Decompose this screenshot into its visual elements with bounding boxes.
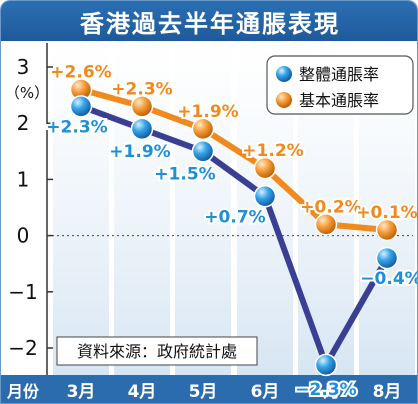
overall-inflation-point — [191, 140, 215, 163]
x-tick-label: 7月 — [312, 382, 341, 402]
overall-inflation-point — [375, 246, 399, 270]
title-bar: 香港過去半年通脹表現 — [1, 1, 417, 41]
y-tick-label: 2 — [17, 111, 30, 135]
legend-core-inflation-marker — [276, 92, 292, 108]
y-tick-label: 1 — [17, 167, 30, 191]
overall-inflation-label: +1.9% — [109, 142, 170, 162]
y-axis-label: （%） — [5, 84, 49, 102]
legend-core-inflation-text: 基本通脹率 — [299, 91, 379, 110]
y-tick-label: 3 — [17, 55, 30, 79]
core-inflation-label: +2.3% — [111, 79, 172, 99]
x-tick-label: 6月 — [251, 382, 280, 402]
core-inflation-point — [314, 213, 338, 236]
core-inflation-label: +0.1% — [356, 203, 417, 223]
overall-inflation-point — [314, 353, 338, 377]
core-inflation-point — [253, 156, 277, 180]
x-tick-label: 5月 — [189, 382, 218, 402]
core-inflation-point — [130, 95, 154, 118]
source-box — [56, 336, 258, 366]
x-axis-label: 月份 — [6, 382, 40, 401]
core-inflation-label: +2.6% — [50, 62, 111, 82]
x-tick-label: 4月 — [128, 382, 157, 402]
x-tick-label: 3月 — [67, 382, 96, 402]
y-tick-label: 0 — [17, 224, 30, 248]
core-inflation-label: +1.2% — [242, 141, 303, 161]
source-note: 資料來源：政府統計處 — [77, 342, 237, 361]
overall-inflation-point — [130, 117, 154, 141]
overall-inflation-label: +0.7% — [204, 207, 265, 227]
chart-title: 香港過去半年通脹表現 — [80, 9, 340, 38]
y-tick-label: −2 — [8, 336, 37, 360]
overall-inflation-point — [69, 95, 93, 118]
month-strip — [1, 375, 417, 403]
core-inflation-label: +0.2% — [300, 197, 361, 217]
legend-overall-inflation-marker — [276, 66, 292, 82]
y-tick-label: −1 — [8, 280, 37, 304]
legend-overall-inflation-text: 整體通脹率 — [299, 65, 379, 84]
overall-inflation-point — [253, 185, 277, 208]
column-stripe — [175, 43, 231, 375]
core-inflation-point — [375, 218, 399, 242]
core-inflation-point — [191, 117, 215, 141]
overall-inflation-label: −0.4% — [360, 269, 418, 289]
overall-inflation-label: +1.5% — [154, 164, 215, 184]
overall-inflation-label: +2.3% — [46, 117, 107, 137]
legend-box — [266, 55, 414, 115]
x-tick-label: 8月 — [373, 382, 402, 402]
core-inflation-label: +1.9% — [177, 102, 238, 122]
overall-inflation-label: −2.3% — [295, 380, 356, 400]
